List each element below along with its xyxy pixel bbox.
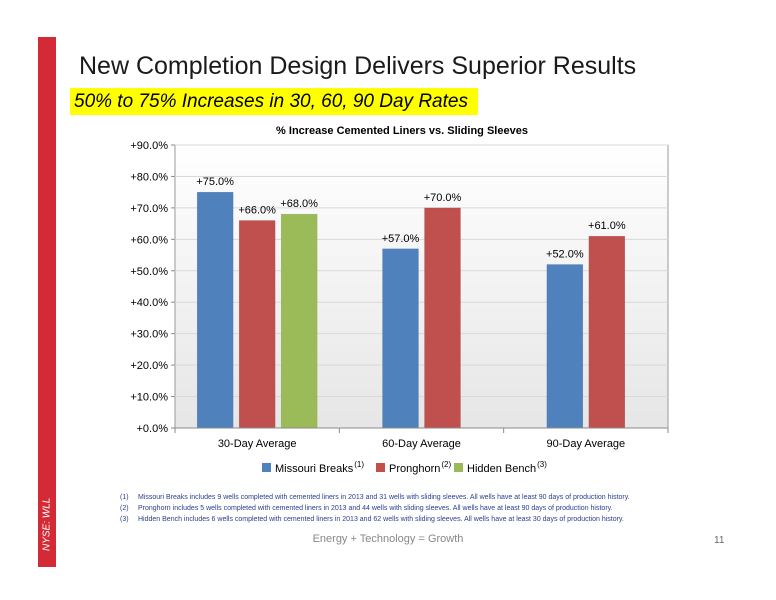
legend-label: Missouri Breaks [275,463,354,475]
legend-label: Hidden Bench [467,463,536,475]
data-label: +66.0% [238,204,276,216]
footnote-2: (2) Pronghorn includes 5 wells completed … [120,505,613,512]
y-tick-label: +80.0% [130,171,168,183]
footnote-1: (1) Missouri Breaks includes 9 wells comp… [120,494,630,501]
data-label: +75.0% [196,176,234,188]
data-label: +61.0% [588,220,626,232]
y-tick-label: +60.0% [130,234,168,246]
data-label: +57.0% [382,233,420,245]
bar [588,235,626,429]
legend-note: (3) [537,460,547,469]
legend-swatch [454,463,463,472]
legend-label: Pronghorn [389,463,440,475]
y-tick-label: +90.0% [130,140,168,152]
footnote-3: (3) Hidden Bench includes 6 wells complet… [120,516,624,523]
legend-swatch [376,463,385,472]
data-label: +68.0% [280,198,318,210]
bar [546,264,584,429]
y-tick-label: +20.0% [130,360,168,372]
legend-note: (2) [441,460,451,469]
y-tick-label: +70.0% [130,203,168,215]
legend-swatch [262,463,271,472]
y-tick-label: +30.0% [130,329,168,341]
x-tick-label: 60-Day Average [382,438,461,450]
y-tick-label: +0.0% [137,423,169,435]
bar [238,220,276,429]
data-label: +52.0% [546,248,584,260]
y-tick-label: +50.0% [130,266,168,278]
data-label: +70.0% [424,192,462,204]
bar [196,191,234,429]
y-tick-label: +40.0% [130,297,168,309]
page-number: 11 [714,535,725,546]
x-tick-label: 30-Day Average [218,438,297,450]
chart-title: % Increase Cemented Liners vs. Sliding S… [276,125,528,137]
side-accent-bar: NYSE: WLL [38,37,56,567]
page-title: New Completion Design Delivers Superior … [79,52,637,80]
x-tick-label: 90-Day Average [546,438,625,450]
footer-tagline: Energy + Technology = Growth [312,533,464,545]
bar [280,213,318,429]
page-subtitle: 50% to 75% Increases in 30, 60, 90 Day R… [70,88,478,115]
y-tick-label: +10.0% [130,392,168,404]
bar [424,207,461,429]
footnotes: (1) Missouri Breaks includes 9 wells comp… [120,492,630,525]
bar [382,248,419,429]
legend-note: (1) [354,460,364,469]
